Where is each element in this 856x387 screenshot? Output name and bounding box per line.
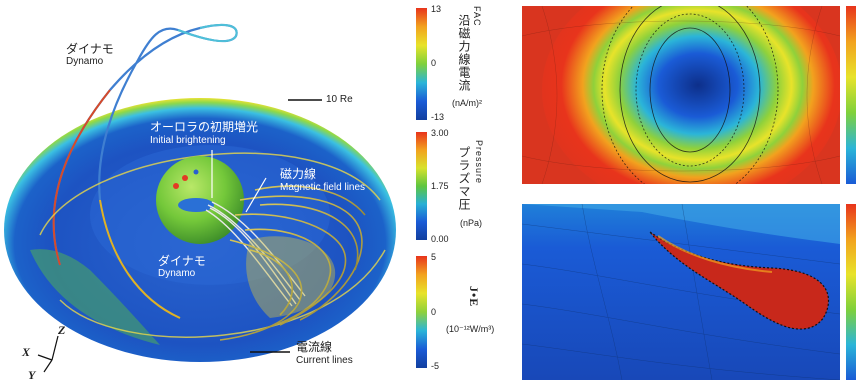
pressure-tick-mid: 1.75 — [431, 181, 449, 191]
field-lines-label-en: Magnetic field lines — [280, 182, 366, 193]
pressure-title-ja: プラズマ圧 — [457, 146, 471, 211]
aurora-label-en: Initial brightening — [150, 135, 226, 146]
je-title: J•E — [467, 286, 481, 308]
je-panel-colorbar-edge — [846, 204, 856, 380]
je-tick-min: -5 — [431, 361, 440, 371]
disk-green-region — [30, 249, 160, 345]
current-lines-bundle — [219, 185, 366, 341]
fac-unit: (nA/m)² — [452, 98, 482, 108]
fac-panel-colorbar-edge — [846, 6, 856, 184]
axis-y-label: Y — [28, 368, 36, 382]
fac-tick-min: -13 — [431, 112, 445, 122]
je-unit: (10⁻¹²W/m³) — [446, 324, 495, 334]
dynamo-mid-label-en: Dynamo — [158, 268, 196, 279]
pressure-tick-max: 3.00 — [431, 128, 449, 138]
axis-triad — [37, 335, 59, 373]
je-contour-panel — [522, 204, 840, 380]
dynamo-top-label-ja: ダイナモ — [66, 42, 114, 56]
fac-tick-mid: 0 — [431, 58, 437, 68]
axis-x-label: X — [22, 345, 31, 359]
field-lines-label-ja: 磁力線 — [280, 167, 317, 181]
fac-title-ja: 沿磁力線電流 — [457, 14, 471, 92]
pressure-tick-min: 0.00 — [431, 234, 449, 244]
re-label: 10 Re — [326, 94, 353, 105]
aurora-spot — [178, 198, 214, 212]
fac-colorbar — [416, 8, 427, 120]
pressure-unit: (nPa) — [460, 218, 483, 228]
axis-z-label: Z — [58, 323, 66, 337]
je-red-lobe — [649, 231, 830, 330]
aurora-label-ja: オーロラの初期増光 — [150, 120, 259, 134]
fac-contour-panel — [522, 6, 840, 184]
fac-tick-max: 13 — [431, 4, 442, 14]
fac-title-en: FAC — [472, 6, 482, 27]
je-colorbar — [416, 256, 427, 368]
pressure-title-en: Pressure — [474, 140, 484, 185]
dynamo-top-label-en: Dynamo — [66, 56, 104, 67]
je-tick-max: 5 — [431, 252, 437, 262]
pressure-colorbar — [416, 132, 427, 240]
current-lines-label-en: Current lines — [296, 355, 353, 366]
je-tick-mid: 0 — [431, 307, 437, 317]
dynamo-mid-label-ja: ダイナモ — [158, 254, 206, 268]
current-lines-label-ja: 電流線 — [296, 340, 333, 354]
magnetosphere-scene — [4, 23, 396, 373]
